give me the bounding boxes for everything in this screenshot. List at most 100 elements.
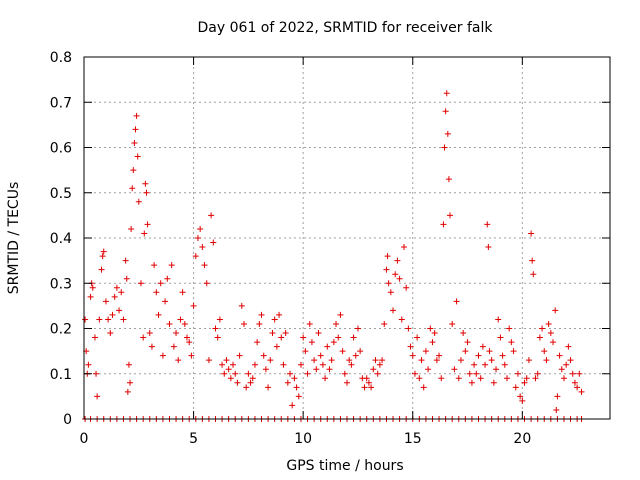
data-point [547, 330, 554, 337]
data-point [96, 316, 103, 323]
y-tick-label: 0.8 [50, 50, 72, 66]
data-point [381, 320, 388, 327]
data-point [98, 266, 105, 273]
x-tick-label: 15 [404, 431, 422, 447]
data-point [409, 352, 416, 359]
data-point [273, 343, 280, 350]
data-point [326, 366, 333, 373]
data-point [569, 370, 576, 377]
data-point [87, 293, 94, 300]
data-point [313, 366, 320, 373]
data-point [123, 275, 130, 282]
data-point [140, 334, 147, 341]
data-point [133, 112, 140, 119]
data-point [223, 357, 230, 364]
data-point [142, 180, 149, 187]
y-tick-label: 0.7 [50, 95, 72, 111]
data-point [529, 257, 536, 264]
data-point [284, 379, 291, 386]
data-point [153, 289, 160, 296]
data-point [120, 316, 127, 323]
data-point [143, 189, 150, 196]
data-point [328, 357, 335, 364]
data-point [560, 375, 567, 382]
axis-ticks: 0 0.1 0.2 0.3 0.4 0.5 0.6 0.7 0.8 0 5 10 15 20 [50, 50, 610, 447]
y-tick-label: 0.2 [50, 322, 72, 338]
data-point [440, 221, 447, 228]
data-point [322, 375, 329, 382]
data-point [376, 361, 383, 368]
data-points [82, 90, 585, 422]
data-point [383, 266, 390, 273]
data-point [144, 221, 151, 228]
data-point [210, 239, 217, 246]
data-point [558, 366, 565, 373]
data-point [100, 248, 107, 255]
data-point [276, 311, 283, 318]
data-point [495, 316, 502, 323]
data-point [225, 366, 232, 373]
data-point [541, 348, 548, 355]
data-point [457, 357, 464, 364]
data-point [387, 289, 394, 296]
data-point [553, 406, 560, 413]
data-point [420, 384, 427, 391]
data-point [514, 370, 521, 377]
data-point [234, 379, 241, 386]
data-point [365, 379, 372, 386]
data-point [485, 244, 492, 251]
data-point [523, 375, 530, 382]
data-point [337, 311, 344, 318]
data-point [238, 302, 245, 309]
data-point [240, 320, 247, 327]
data-point [295, 393, 302, 400]
data-point [125, 361, 132, 368]
data-point [221, 370, 228, 377]
grid-lines [84, 57, 610, 419]
data-point [315, 330, 322, 337]
data-point [129, 185, 136, 192]
data-point [379, 357, 386, 364]
data-point [113, 284, 120, 291]
data-point [521, 379, 528, 386]
data-point [137, 280, 144, 287]
data-point [177, 316, 184, 323]
data-point [118, 289, 125, 296]
data-point [368, 384, 375, 391]
data-point [350, 334, 357, 341]
data-point [490, 379, 497, 386]
data-point [512, 384, 519, 391]
data-point [186, 339, 193, 346]
data-point [311, 357, 318, 364]
data-point [155, 311, 162, 318]
data-point [536, 334, 543, 341]
data-point [201, 262, 208, 269]
data-point [127, 379, 134, 386]
data-point [230, 361, 237, 368]
data-point [93, 370, 100, 377]
data-point [89, 284, 96, 291]
data-point [243, 384, 250, 391]
data-point [289, 402, 296, 409]
data-point [363, 375, 370, 382]
data-point [497, 334, 504, 341]
data-point [291, 375, 298, 382]
data-point [444, 130, 451, 137]
data-point [245, 370, 252, 377]
data-point [543, 357, 550, 364]
data-point [297, 361, 304, 368]
x-tick-label: 0 [80, 431, 89, 447]
data-point [190, 302, 197, 309]
data-point [269, 330, 276, 337]
data-point [232, 370, 239, 377]
data-point [545, 320, 552, 327]
data-point [501, 361, 508, 368]
data-point [477, 375, 484, 382]
data-point [503, 375, 510, 382]
data-point [530, 271, 537, 278]
data-point [532, 375, 539, 382]
data-point [128, 225, 135, 232]
data-point [534, 370, 541, 377]
x-tick-label: 10 [294, 431, 312, 447]
data-point [398, 316, 405, 323]
